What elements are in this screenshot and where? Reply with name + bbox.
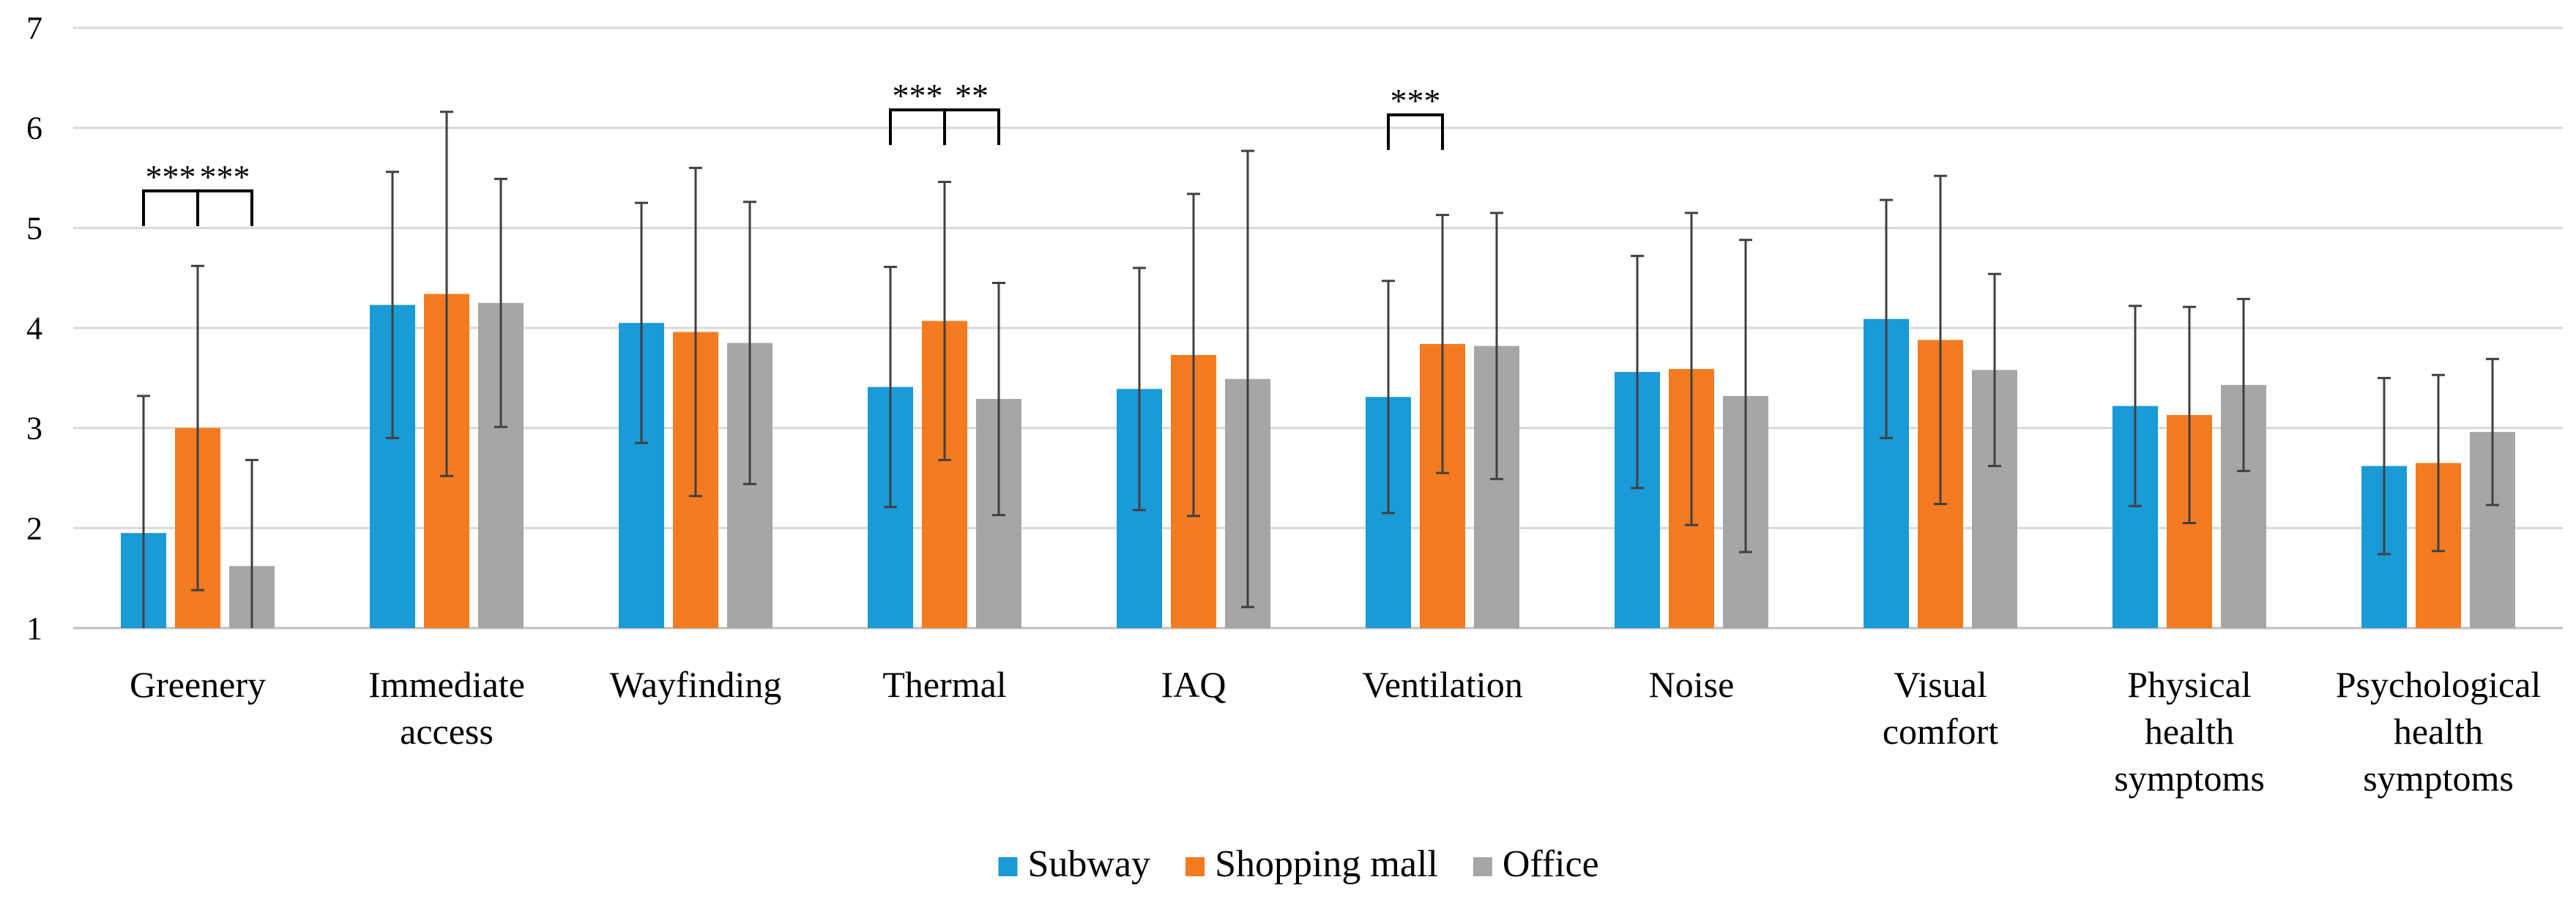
error-bar <box>1241 149 1254 608</box>
significance-bracket: ** <box>943 77 1000 146</box>
error-bar-layer <box>137 111 2499 628</box>
error-bar <box>2432 373 2445 553</box>
legend-swatch <box>1473 857 1492 876</box>
error-bar <box>494 177 507 428</box>
y-tick-label: 1 <box>26 611 42 646</box>
significance-bracket: *** <box>142 158 199 226</box>
error-bar <box>1133 266 1146 512</box>
significance-label: *** <box>200 158 250 195</box>
error-bar <box>1631 255 1644 490</box>
y-tick-label: 4 <box>26 310 42 346</box>
significance-layer: *** ****** ** *** <box>142 77 1444 226</box>
error-bar <box>1880 198 1893 439</box>
error-bar <box>743 201 756 485</box>
legend-label: Office <box>1503 843 1599 885</box>
legend-swatch <box>1185 857 1205 876</box>
x-category-label: Immediate access <box>368 664 525 752</box>
x-category-label: Greenery <box>130 664 266 705</box>
significance-label: ** <box>955 77 989 114</box>
category-labels: Greenery Immediate access Wayfinding Thermal… <box>130 664 2541 799</box>
y-tick-label: 2 <box>26 510 42 546</box>
x-category-label: IAQ <box>1161 664 1226 705</box>
x-category-label: Physical health symptoms <box>2114 664 2265 799</box>
error-bar <box>635 201 648 444</box>
error-bar <box>2183 305 2196 524</box>
error-bar <box>386 171 399 439</box>
x-category-label: Visual comfort <box>1883 664 1998 752</box>
y-tick-label: 7 <box>26 10 42 46</box>
bar-layer <box>121 294 2515 628</box>
error-bar <box>884 266 897 509</box>
error-bar <box>2486 357 2499 507</box>
y-tick-label: 3 <box>26 411 42 447</box>
error-bar <box>1436 214 1449 474</box>
error-bar <box>2237 297 2250 472</box>
legend-swatch <box>998 857 1018 876</box>
x-category-label: Noise <box>1649 664 1735 705</box>
error-bar <box>992 282 1005 517</box>
error-bar <box>689 166 702 498</box>
error-bar <box>1490 212 1503 480</box>
y-tick-label: 6 <box>26 111 42 146</box>
legend-item: Office <box>1473 843 1599 885</box>
error-bar <box>440 111 453 477</box>
significance-bracket: *** <box>889 77 946 146</box>
error-bar <box>1739 239 1752 553</box>
error-bar <box>137 395 150 628</box>
error-bar <box>245 458 258 628</box>
x-category-label: Psychological health symptoms <box>2336 664 2542 799</box>
y-tick-labels: 1 2 3 4 5 6 7 <box>26 10 42 646</box>
error-bar <box>1187 193 1200 518</box>
error-bar <box>1382 280 1395 515</box>
significance-label: *** <box>1391 82 1441 119</box>
legend: Subway Shopping mall Office <box>998 843 1599 885</box>
y-tick-label: 5 <box>26 210 42 246</box>
error-bar <box>1685 212 1698 526</box>
legend-label: Shopping mall <box>1215 843 1438 885</box>
x-category-label: Wayfinding <box>610 664 782 705</box>
error-bar <box>2378 376 2391 556</box>
significance-label: *** <box>146 158 196 195</box>
legend-label: Subway <box>1028 843 1151 885</box>
x-category-label: Thermal <box>882 664 1006 705</box>
x-category-label: Ventilation <box>1362 664 1522 705</box>
legend-item: Subway <box>998 843 1151 885</box>
significance-bracket: *** <box>1387 82 1444 150</box>
significance-label: *** <box>893 77 943 114</box>
legend-item: Shopping mall <box>1185 843 1438 885</box>
error-bar <box>1988 272 2001 468</box>
error-bar <box>191 264 204 591</box>
error-bar <box>938 180 951 461</box>
significance-bracket: *** <box>196 158 253 226</box>
error-bar <box>1934 174 1947 506</box>
error-bar <box>2129 305 2142 507</box>
